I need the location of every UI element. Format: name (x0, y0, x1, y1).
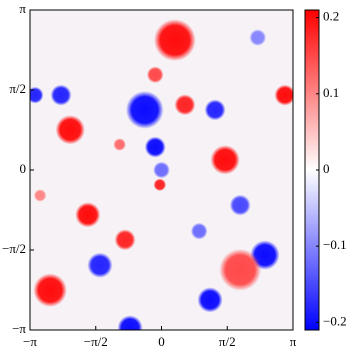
vortex (144, 136, 166, 158)
colorbar-tick-label: −0.2 (323, 313, 347, 328)
vortex (33, 189, 47, 202)
x-tick-label: −π (23, 334, 37, 349)
colorbar-tick-label: 0.1 (323, 85, 339, 100)
vortex (197, 287, 223, 313)
y-tick-label: π/2 (9, 81, 26, 96)
vortex (87, 252, 113, 278)
vortex (114, 229, 136, 251)
vortex (249, 29, 267, 46)
vortex (146, 66, 164, 84)
colorbar-tick-label: 0.2 (323, 9, 339, 24)
vortex (274, 84, 293, 106)
vortex (153, 19, 196, 62)
vortex (50, 84, 72, 106)
y-tick-label: −π/2 (2, 241, 26, 256)
y-tick-label: −π (12, 321, 26, 336)
vortex (30, 86, 44, 104)
vortex (190, 222, 208, 240)
x-tick-label: 0 (158, 334, 165, 349)
y-tick-label: 0 (20, 161, 27, 176)
colorbar-tick-label: 0 (323, 161, 330, 176)
vortex (75, 202, 101, 228)
vortex (153, 161, 170, 179)
vortex (174, 94, 196, 116)
y-tick-label: π (19, 1, 26, 16)
vortex (117, 315, 143, 330)
x-tick-label: π/2 (219, 334, 236, 349)
colorbar-tick-label: −0.1 (323, 237, 347, 252)
vortex (33, 273, 67, 307)
vortex (113, 138, 126, 151)
vortex (204, 99, 226, 121)
vortex (229, 194, 251, 216)
vortex (153, 178, 167, 192)
vortex (219, 248, 262, 291)
x-tick-label: π (290, 334, 297, 349)
field (30, 19, 293, 330)
x-tick-label: −π/2 (84, 334, 108, 349)
vortex (55, 115, 85, 145)
vortex (210, 145, 240, 175)
vortex (125, 91, 164, 129)
